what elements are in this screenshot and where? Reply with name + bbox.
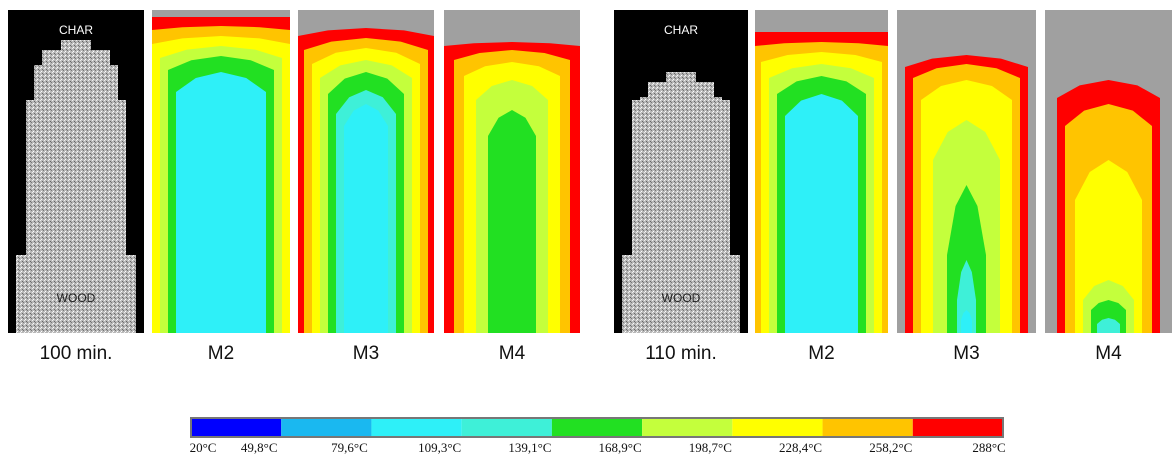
model-caption: M4 — [499, 343, 526, 364]
temperature-band — [488, 110, 536, 333]
colorbar-segment — [642, 418, 733, 437]
temperature-band — [176, 72, 266, 333]
colorbar-label: 79,6°C — [331, 440, 368, 455]
colorbar-frame — [190, 417, 1004, 438]
colorbar-segment — [912, 418, 1003, 437]
wood-label: WOOD — [662, 291, 701, 305]
wood-section — [16, 40, 136, 333]
colorbar-segment — [461, 418, 552, 437]
time-caption: 110 min. — [645, 343, 716, 364]
colorbar-label: 139,1°C — [508, 440, 551, 455]
colorbar-label: 168,9°C — [599, 440, 642, 455]
model-caption: M3 — [953, 343, 979, 364]
colorbar-label: 49,8°C — [241, 440, 278, 455]
char-label: CHAR — [664, 23, 698, 37]
model-caption: M3 — [353, 343, 379, 364]
colorbar-segment — [371, 418, 462, 437]
temperature-band — [947, 185, 986, 333]
colorbar-label: 228,4°C — [779, 440, 822, 455]
wood-label: WOOD — [57, 291, 96, 305]
wood-section — [622, 72, 740, 333]
char-label: CHAR — [59, 23, 93, 37]
colorbar-label: 109,3°C — [418, 440, 461, 455]
colorbar-label: 198,7°C — [689, 440, 732, 455]
colorbar-segment — [822, 418, 913, 437]
temperature-band — [957, 260, 976, 333]
colorbar-segment — [191, 418, 282, 437]
colorbar-label: 288°C — [972, 440, 1005, 455]
temperature-band — [785, 94, 858, 333]
time-caption: 100 min. — [40, 343, 113, 364]
colorbar-segment — [732, 418, 823, 437]
colorbar-segment — [281, 418, 372, 437]
colorbar-label: 20°C — [190, 440, 217, 455]
model-caption: M2 — [808, 343, 834, 364]
model-caption: M4 — [1095, 343, 1122, 364]
model-caption: M2 — [208, 343, 234, 364]
temperature-band — [1097, 318, 1120, 333]
temperature-band — [961, 310, 972, 333]
temperature-band — [344, 104, 388, 333]
colorbar-label: 258,2°C — [869, 440, 912, 455]
colorbar-segment — [551, 418, 643, 437]
